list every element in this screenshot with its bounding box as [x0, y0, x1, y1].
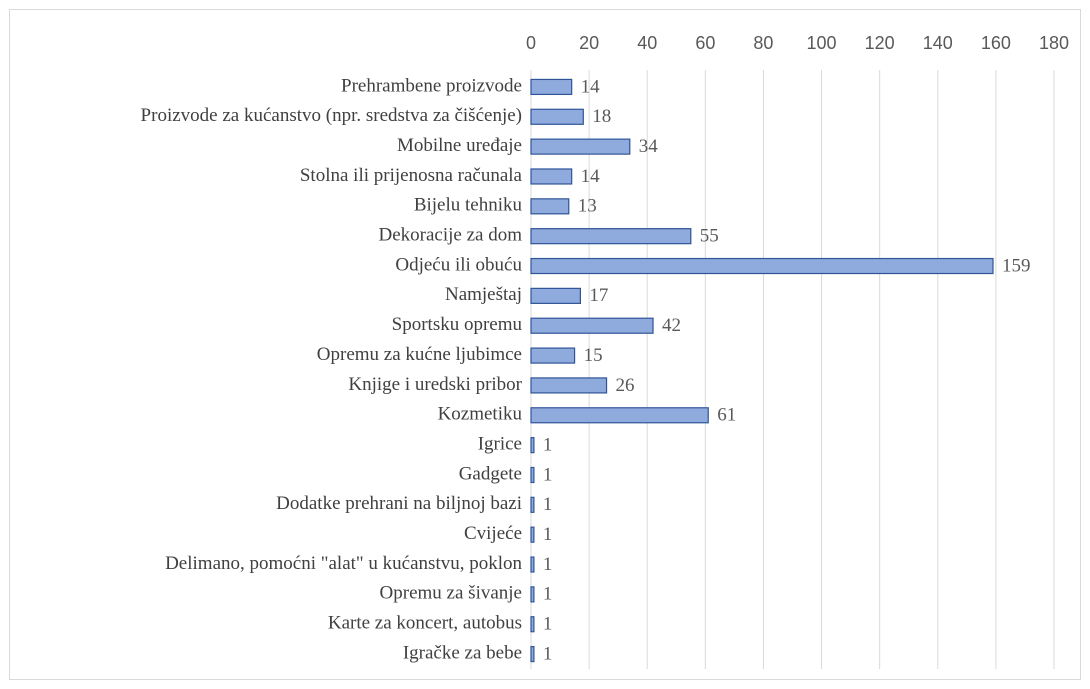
y-tick-label: Namještaj [445, 284, 522, 305]
x-tick-label: 140 [923, 33, 953, 53]
bar [530, 78, 573, 96]
bar [530, 466, 535, 484]
bar [530, 287, 581, 304]
bar [530, 496, 535, 513]
data-label: 159 [1002, 255, 1031, 276]
y-tick-label: Delimano, pomoćni "alat" u kućanstvu, po… [165, 553, 522, 574]
bar [530, 138, 631, 155]
x-tick-label: 180 [1039, 33, 1069, 53]
data-label: 13 [578, 196, 597, 217]
data-label: 1 [543, 494, 553, 515]
bar [530, 228, 692, 245]
y-tick-label: Karte za koncert, autobus [328, 613, 522, 634]
bar [530, 437, 535, 454]
data-label: 17 [589, 285, 608, 306]
data-label: 42 [662, 315, 681, 336]
y-tick-label: Igrice [478, 433, 522, 454]
data-label: 14 [581, 76, 601, 97]
bar [530, 586, 535, 603]
bar [530, 526, 535, 543]
bar [530, 168, 573, 185]
data-label: 55 [700, 226, 719, 247]
x-tick-label: 160 [981, 33, 1011, 53]
x-tick-label: 120 [865, 33, 895, 53]
x-tick-label: 60 [695, 33, 715, 53]
bar [530, 616, 535, 633]
x-tick-label: 100 [807, 33, 837, 53]
data-label: 61 [717, 405, 736, 426]
y-tick-label: Dodatke prehrani na biljnoj bazi [276, 493, 522, 514]
y-tick-label: Knjige i uredski pribor [348, 374, 522, 395]
y-tick-label: Gadgete [459, 463, 522, 484]
x-tick-label: 0 [526, 33, 536, 53]
x-tick-label: 80 [753, 33, 773, 53]
x-tick-label: 40 [637, 33, 657, 53]
data-label: 1 [543, 434, 553, 455]
y-tick-label: Proizvode za kućanstvo (npr. sredstva za… [141, 105, 522, 126]
data-label: 1 [543, 614, 553, 635]
data-label: 1 [543, 643, 553, 664]
data-label: 1 [543, 524, 553, 545]
data-label: 14 [581, 166, 601, 187]
data-label: 1 [543, 584, 553, 605]
y-tick-label: Opremu za kućne ljubimce [317, 344, 522, 365]
y-tick-label: Mobilne uređaje [397, 135, 522, 156]
y-tick-label: Prehrambene proizvode [341, 75, 522, 96]
y-tick-label: Sportsku opremu [392, 314, 523, 335]
bar [530, 198, 570, 215]
bar [530, 347, 576, 364]
bar [530, 377, 608, 394]
bar [530, 407, 709, 424]
y-tick-label: Stolna ili prijenosna računala [300, 165, 523, 186]
data-label: 18 [592, 106, 611, 127]
bar [530, 257, 994, 275]
data-label: 15 [584, 345, 603, 366]
x-tick-label: 20 [579, 33, 599, 53]
y-tick-label: Igračke za bebe [403, 642, 522, 663]
y-tick-label: Dekoracije za dom [379, 225, 523, 246]
y-tick-label: Opremu za šivanje [380, 583, 522, 604]
y-tick-label: Bijelu tehniku [414, 195, 523, 216]
data-label: 1 [543, 554, 553, 575]
bar [530, 556, 535, 573]
data-label: 34 [639, 136, 659, 157]
data-label: 1 [543, 464, 553, 485]
data-label: 26 [616, 375, 635, 396]
bar [530, 317, 654, 334]
bar [530, 645, 535, 663]
y-tick-label: Cvijeće [464, 523, 522, 544]
y-tick-label: Odjeću ili obuću [395, 254, 522, 275]
bar [530, 108, 584, 125]
y-tick-label: Kozmetiku [438, 404, 523, 425]
